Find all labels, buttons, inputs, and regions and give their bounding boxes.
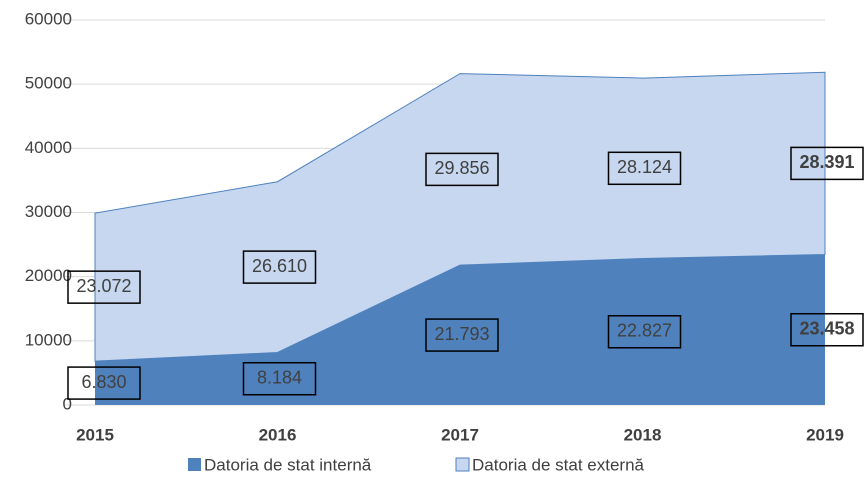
data-label-box bbox=[790, 146, 864, 181]
y-tick-label: 40000 bbox=[25, 138, 72, 157]
data-label-box bbox=[425, 152, 499, 187]
x-tick-label: 2017 bbox=[441, 425, 479, 444]
data-label-box bbox=[67, 366, 141, 400]
x-tick-label: 2018 bbox=[624, 425, 662, 444]
y-tick-label: 60000 bbox=[25, 9, 72, 28]
y-tick-label: 20000 bbox=[25, 266, 72, 285]
data-label: 8.184 bbox=[257, 367, 302, 387]
data-label: 23.458 bbox=[799, 318, 854, 338]
legend-swatch bbox=[455, 457, 470, 472]
x-tick-label: 2016 bbox=[259, 425, 297, 444]
legend-swatch bbox=[188, 458, 201, 471]
data-label: 23.072 bbox=[76, 276, 131, 296]
data-label: 21.793 bbox=[434, 324, 489, 344]
data-label: 28.124 bbox=[617, 157, 672, 177]
legend-label: Datoria de stat internă bbox=[204, 455, 372, 474]
area bbox=[94, 71, 826, 362]
area bbox=[95, 254, 825, 405]
data-label: 22.827 bbox=[617, 321, 672, 341]
data-label-box bbox=[67, 270, 141, 304]
data-label: 6.830 bbox=[81, 372, 126, 392]
data-label: 26.610 bbox=[252, 256, 307, 276]
data-label-box bbox=[790, 312, 864, 347]
y-tick-label: 0 bbox=[63, 394, 72, 413]
data-label-box bbox=[425, 318, 499, 352]
data-label-box bbox=[607, 151, 682, 186]
data-label-box bbox=[242, 250, 317, 284]
x-tick-label: 2019 bbox=[806, 425, 844, 444]
x-tick-label: 2015 bbox=[76, 425, 114, 444]
legend-label: Datoria de stat externă bbox=[472, 455, 645, 474]
data-label-box bbox=[242, 361, 317, 396]
data-label-box bbox=[607, 315, 682, 349]
y-tick-label: 10000 bbox=[25, 330, 72, 349]
data-label: 28.391 bbox=[799, 152, 854, 172]
y-tick-label: 30000 bbox=[25, 202, 72, 221]
data-label: 29.856 bbox=[434, 158, 489, 178]
y-tick-label: 50000 bbox=[25, 74, 72, 93]
